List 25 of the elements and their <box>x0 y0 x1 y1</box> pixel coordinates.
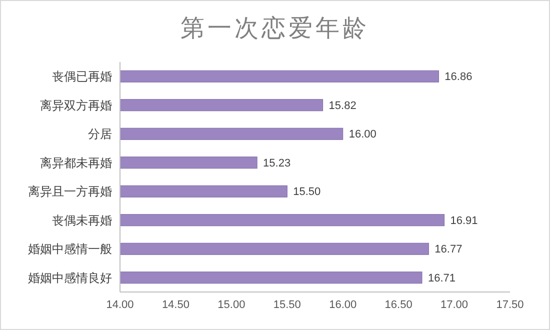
x-tick-label: 17.50 <box>496 299 524 311</box>
y-tick-label: 丧偶已再婚 <box>52 70 112 84</box>
y-tick-label: 婚姻中感情一般 <box>28 242 112 256</box>
y-tick-label: 丧偶未再婚 <box>52 213 112 228</box>
data-label: 15.50 <box>293 186 321 198</box>
y-tick-label: 婚姻中感情良好 <box>28 270 112 285</box>
data-label: 16.91 <box>450 214 478 227</box>
chart-title: 第一次恋爱年龄 <box>180 15 370 42</box>
data-label: 15.23 <box>263 157 291 170</box>
y-tick-label: 离异双方再婚 <box>40 98 112 112</box>
data-label: 16.71 <box>428 272 456 284</box>
data-label: 16.00 <box>348 128 376 141</box>
x-tick-label: 16.50 <box>384 299 412 311</box>
x-tick-label: 15.00 <box>218 299 246 311</box>
x-tick-label: 14.50 <box>162 299 190 311</box>
y-tick-label: 分居 <box>88 127 112 142</box>
x-tick-label: 14.00 <box>106 299 134 311</box>
data-label: 16.77 <box>434 244 462 256</box>
x-tick-label: 15.50 <box>273 299 301 311</box>
data-label: 15.82 <box>328 100 356 112</box>
y-tick-label: 离异且一方再婚 <box>28 184 112 199</box>
y-tick-label: 离异都未再婚 <box>40 156 112 170</box>
data-label: 16.86 <box>444 71 472 84</box>
x-tick-label: 16.00 <box>329 299 357 311</box>
x-tick-label: 17.00 <box>440 299 468 311</box>
